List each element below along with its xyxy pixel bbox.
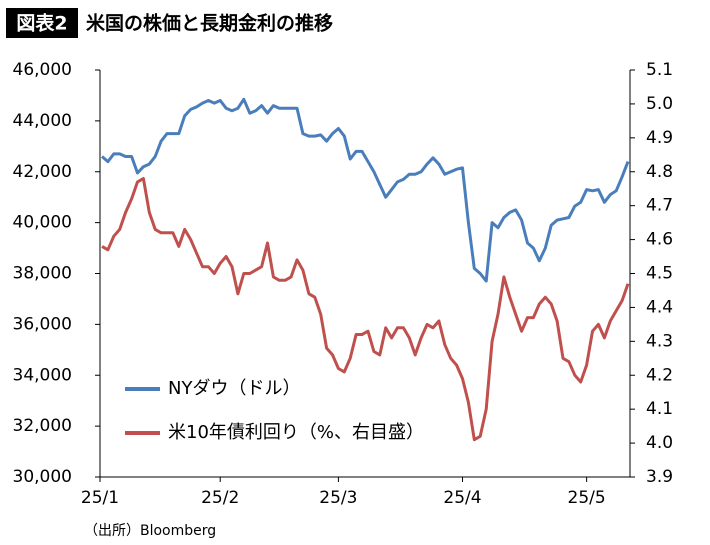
x-tick-label: 25/1: [81, 488, 119, 508]
title-tag-box: [6, 8, 78, 38]
y2-tick-label: 4.5: [646, 264, 673, 284]
y-tick-label: 46,000: [13, 60, 72, 80]
series-line: [101, 177, 630, 442]
legend-label: 米10年債利回り（%、右目盛）: [168, 422, 424, 443]
x-tick-label: 25/4: [443, 488, 481, 508]
y-tick-label: 38,000: [13, 264, 72, 284]
y2-tick-label: 5.1: [646, 60, 673, 80]
y2-tick-label: 4.6: [646, 230, 673, 250]
y-tick-label: 30,000: [13, 467, 72, 487]
y2-tick-label: 4.7: [646, 196, 673, 216]
y-tick-label: 32,000: [13, 416, 72, 436]
y2-tick-label: 4.9: [646, 128, 673, 148]
y-tick-label: 40,000: [13, 213, 72, 233]
y2-tick-label: 4.1: [646, 399, 673, 419]
legend-label: NYダウ（ドル）: [168, 378, 300, 399]
y2-tick-label: 4.4: [646, 297, 673, 317]
series-line: [101, 97, 630, 283]
title-tag: 図表2: [16, 12, 67, 35]
x-tick-label: 25/2: [201, 488, 239, 508]
y-tick-label: 36,000: [13, 314, 72, 334]
y2-tick-label: 5.0: [646, 94, 673, 114]
y2-tick-label: 3.9: [646, 467, 673, 487]
y-tick-label: 42,000: [13, 162, 72, 182]
y2-tick-label: 4.2: [646, 365, 673, 385]
y2-tick-label: 4.0: [646, 433, 673, 453]
y2-tick-label: 4.8: [646, 162, 673, 182]
source: （出所）Bloomberg: [84, 523, 216, 539]
y-tick-label: 34,000: [13, 365, 72, 385]
y-tick-label: 44,000: [13, 111, 72, 131]
x-tick-label: 25/3: [319, 488, 357, 508]
y2-tick-label: 4.3: [646, 331, 673, 351]
x-tick-label: 25/5: [568, 488, 606, 508]
chart-title: 米国の株価と長期金利の推移: [86, 12, 333, 35]
